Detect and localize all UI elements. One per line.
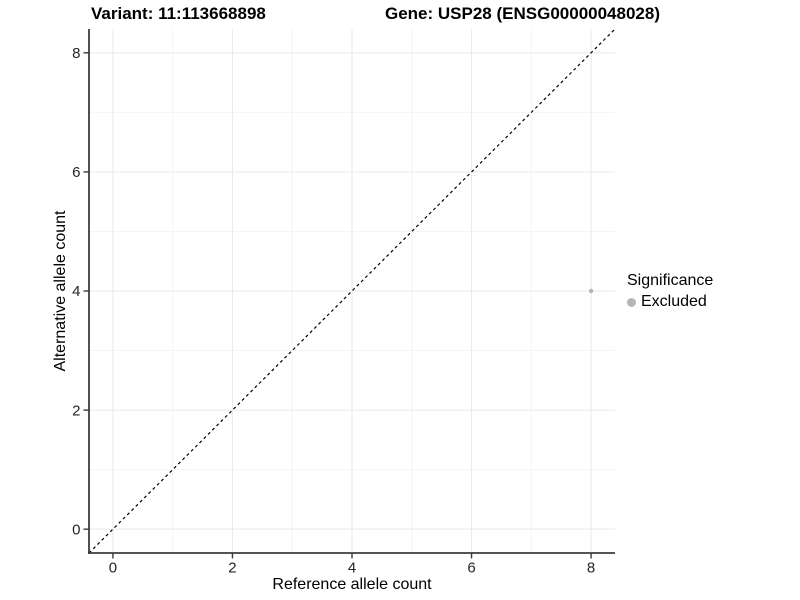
legend-title: Significance — [627, 272, 714, 289]
chart-title-variant: Variant: 11:113668898 — [91, 4, 266, 23]
legend-item-excluded: Excluded — [627, 293, 713, 311]
y-tick-label: 6 — [72, 164, 80, 181]
legend: Significance Excluded — [627, 271, 713, 311]
y-axis-label: Alternative allele count — [52, 210, 69, 372]
x-tick-label: 6 — [467, 560, 475, 577]
data-point — [588, 288, 594, 294]
y-tick-label: 0 — [72, 521, 80, 538]
y-tick-label: 4 — [72, 283, 80, 300]
legend-point-swatch — [627, 297, 636, 307]
y-tick-label: 8 — [72, 45, 80, 62]
x-tick-label: 2 — [228, 560, 236, 577]
legend-item-label: Excluded — [641, 293, 707, 310]
identity-reference-line — [88, 28, 616, 554]
y-tick-label: 2 — [72, 402, 80, 419]
chart-title-gene: Gene: USP28 (ENSG00000048028) — [385, 4, 660, 23]
x-tick-label: 0 — [109, 560, 117, 577]
x-axis-label: Reference allele count — [272, 576, 432, 593]
x-tick-label: 8 — [587, 560, 595, 577]
x-tick-label: 4 — [348, 560, 356, 577]
